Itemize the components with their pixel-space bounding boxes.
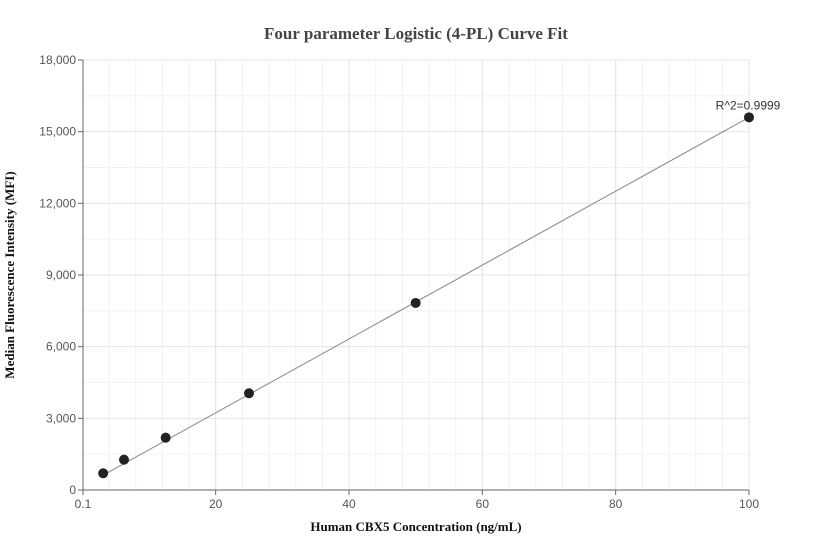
x-tick-label: 60	[476, 497, 490, 511]
x-tick-label: 80	[609, 497, 623, 511]
r-squared-annotation: R^2=0.9999	[716, 98, 781, 112]
y-tick-label: 15,000	[39, 125, 76, 139]
x-axis-ticks: 0.1 20 40 60 80 100	[75, 490, 759, 511]
y-axis-ticks: 0 3,000 6,000 9,000 12,000 15,000 18,000	[39, 53, 83, 497]
x-tick-label: 20	[209, 497, 223, 511]
data-point	[160, 432, 171, 443]
x-axis-label: Human CBX5 Concentration (ng/mL)	[310, 519, 521, 534]
data-point	[744, 112, 754, 123]
y-tick-label: 6,000	[46, 340, 76, 354]
grid	[83, 59, 750, 490]
fit-line	[102, 116, 750, 476]
data-point	[410, 297, 421, 308]
data-point	[244, 388, 254, 399]
y-tick-label: 0	[69, 483, 76, 497]
y-tick-label: 9,000	[46, 268, 76, 282]
y-tick-label: 3,000	[46, 411, 76, 425]
fit-line-layer	[102, 116, 750, 476]
data-point	[98, 468, 109, 479]
y-tick-label: 18,000	[39, 53, 76, 67]
data-points	[98, 112, 754, 479]
data-point	[119, 454, 129, 465]
y-axis-label: Median Fluorescence Intensity (MFI)	[2, 171, 17, 378]
chart-title: Four parameter Logistic (4-PL) Curve Fit	[264, 24, 568, 43]
y-tick-label: 12,000	[39, 196, 76, 210]
x-tick-label: 0.1	[75, 497, 92, 511]
x-tick-label: 40	[342, 497, 356, 511]
x-tick-label: 100	[739, 497, 759, 511]
